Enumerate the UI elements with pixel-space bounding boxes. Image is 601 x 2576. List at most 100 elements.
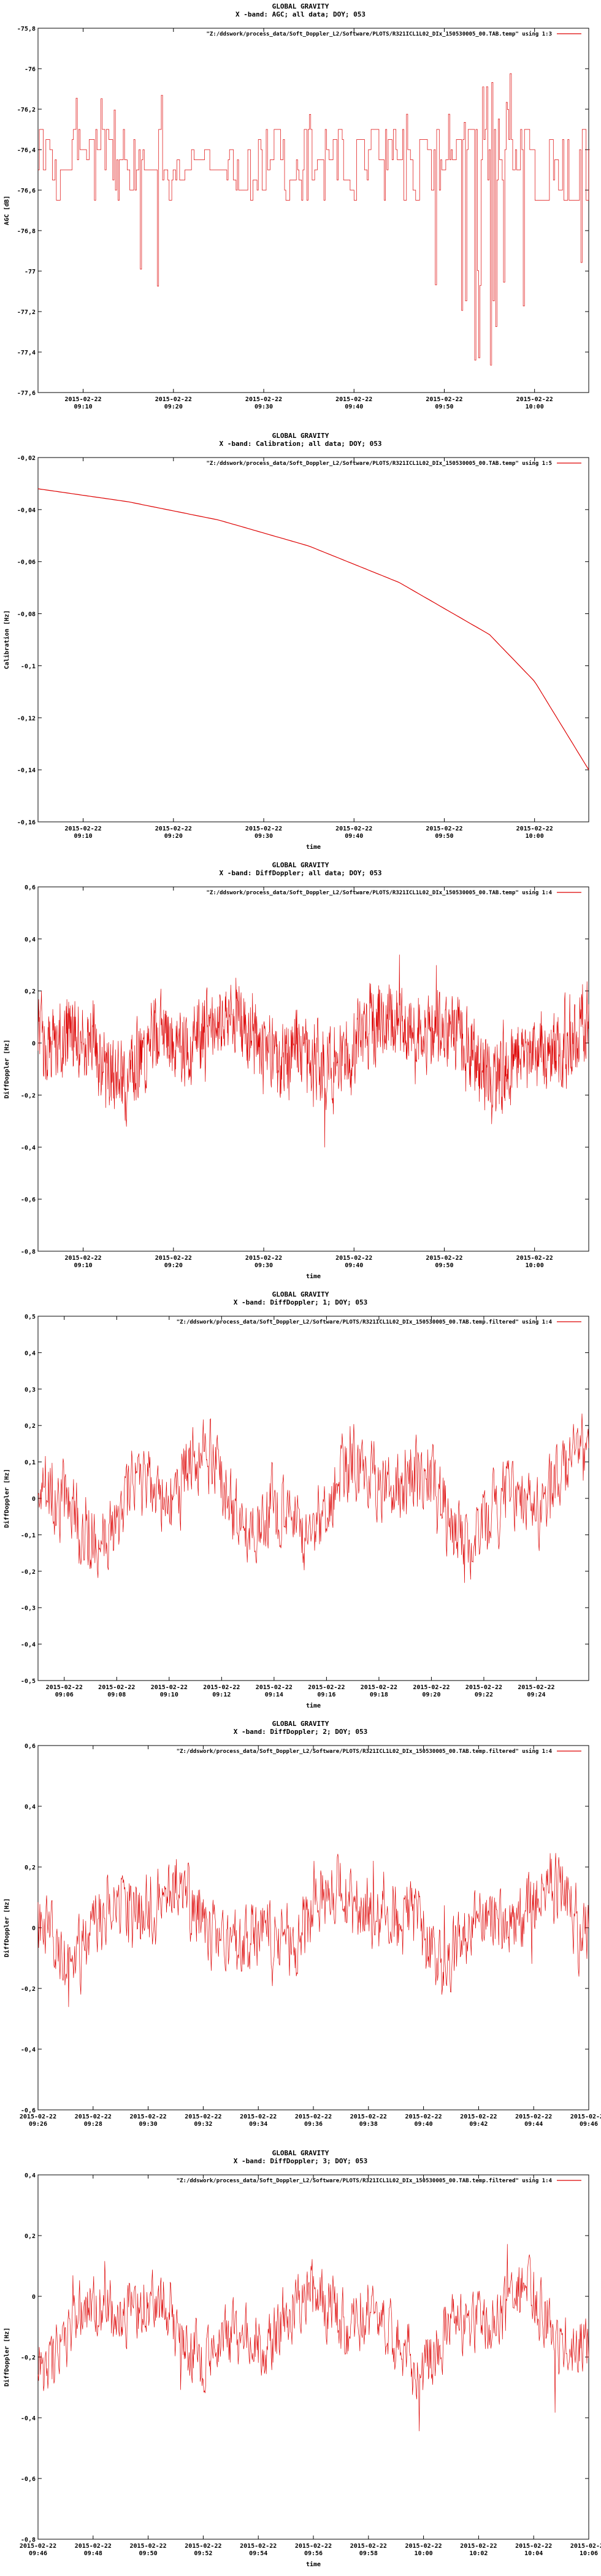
x-tick-time: 09:10 bbox=[160, 1692, 178, 1698]
x-tick-time: 09:40 bbox=[415, 2121, 433, 2128]
x-tick-time: 09:40 bbox=[345, 833, 363, 840]
x-tick-date: 2015-02-22 bbox=[426, 1255, 462, 1262]
y-tick-label: 0 bbox=[32, 1496, 36, 1503]
x-tick-date: 2015-02-22 bbox=[361, 1684, 397, 1691]
y-tick-label: 0 bbox=[32, 1925, 36, 1932]
x-axis-label: time bbox=[306, 1273, 321, 1280]
chart-panel-5: GLOBAL GRAVITY X -band: DiffDoppler; 2; D… bbox=[0, 1717, 601, 2147]
x-tick-time: 09:40 bbox=[345, 1262, 363, 1269]
x-tick-date: 2015-02-22 bbox=[129, 2114, 166, 2120]
x-tick-time: 10:00 bbox=[526, 404, 544, 410]
x-tick-date: 2015-02-22 bbox=[426, 396, 462, 403]
chart-panel-6: GLOBAL GRAVITY X -band: DiffDoppler; 3; D… bbox=[0, 2147, 601, 2576]
y-tick-label: 0,4 bbox=[25, 2172, 36, 2179]
x-tick-time: 09:12 bbox=[212, 1692, 231, 1698]
series-line bbox=[37, 1413, 589, 1583]
x-tick-date: 2015-02-22 bbox=[64, 826, 101, 832]
y-tick-label: -0,12 bbox=[17, 715, 36, 722]
x-axis-label: time bbox=[306, 843, 321, 851]
y-tick-label: 0,1 bbox=[25, 1460, 36, 1466]
x-tick-date: 2015-02-22 bbox=[240, 2114, 277, 2120]
x-tick-date: 2015-02-22 bbox=[75, 2114, 112, 2120]
y-tick-label: 0,2 bbox=[25, 2233, 36, 2240]
x-tick-time: 09:16 bbox=[317, 1692, 335, 1698]
x-axis-label: time bbox=[306, 2561, 321, 2568]
chart-subtitle: X -band: DiffDoppler; 1; DOY; 053 bbox=[234, 1298, 368, 1306]
x-tick-date: 2015-02-22 bbox=[155, 826, 192, 832]
x-tick-time: 09:34 bbox=[249, 2121, 267, 2128]
x-tick-date: 2015-02-22 bbox=[75, 2543, 112, 2550]
chart-title: GLOBAL GRAVITY bbox=[272, 432, 329, 440]
x-tick-time: 10:00 bbox=[415, 2550, 433, 2557]
x-tick-time: 09:46 bbox=[29, 2550, 47, 2557]
y-tick-label: -0,1 bbox=[21, 1532, 36, 1539]
x-tick-date: 2015-02-22 bbox=[515, 2543, 552, 2550]
y-tick-label: 0,2 bbox=[25, 989, 36, 995]
x-tick-time: 09:42 bbox=[469, 2121, 488, 2128]
x-tick-date: 2015-02-22 bbox=[185, 2114, 221, 2120]
x-tick-time: 09:38 bbox=[359, 2121, 378, 2128]
y-tick-label: -0,6 bbox=[21, 2476, 36, 2483]
x-tick-date: 2015-02-22 bbox=[151, 1684, 188, 1691]
y-tick-label: 0,6 bbox=[25, 884, 36, 891]
x-tick-time: 09:30 bbox=[255, 1262, 273, 1269]
chart-subtitle: X -band: Calibration; all data; DOY; 053 bbox=[220, 440, 382, 448]
x-tick-time: 10:00 bbox=[526, 1262, 544, 1269]
y-tick-label: -0,2 bbox=[21, 1092, 36, 1099]
y-axis-label: DiffDoppler [Hz] bbox=[3, 1898, 10, 1957]
y-tick-label: -0,2 bbox=[21, 1569, 36, 1576]
y-tick-label: -0,2 bbox=[21, 2355, 36, 2361]
y-tick-label: -0,8 bbox=[21, 2537, 36, 2543]
chart-title: GLOBAL GRAVITY bbox=[272, 1290, 329, 1298]
x-tick-time: 09:10 bbox=[74, 1262, 93, 1269]
y-tick-label: -0,6 bbox=[21, 1197, 36, 1203]
x-tick-time: 09:52 bbox=[194, 2550, 212, 2557]
y-tick-label: 0,2 bbox=[25, 1423, 36, 1430]
y-tick-label: 0 bbox=[32, 2294, 36, 2301]
x-tick-date: 2015-02-22 bbox=[465, 1684, 502, 1691]
y-axis-label: DiffDoppler [Hz] bbox=[3, 1469, 10, 1528]
chart-title: GLOBAL GRAVITY bbox=[272, 2, 329, 10]
x-tick-date: 2015-02-22 bbox=[20, 2543, 56, 2550]
x-tick-date: 2015-02-22 bbox=[308, 1684, 345, 1691]
y-tick-label: -0,04 bbox=[17, 507, 36, 514]
y-tick-label: -76,4 bbox=[17, 147, 36, 154]
legend-label: "Z:/ddswork/process_data/Soft_Doppler_L2… bbox=[206, 889, 552, 896]
x-tick-date: 2015-02-22 bbox=[460, 2114, 497, 2120]
y-tick-label: -0,4 bbox=[21, 1642, 36, 1649]
y-tick-label: -77,6 bbox=[17, 390, 36, 397]
x-tick-time: 09:50 bbox=[435, 833, 453, 840]
x-tick-time: 09:20 bbox=[422, 1692, 440, 1698]
x-tick-time: 09:56 bbox=[304, 2550, 323, 2557]
x-tick-date: 2015-02-22 bbox=[245, 826, 282, 832]
y-tick-label: -0,02 bbox=[17, 455, 36, 462]
plot-frame bbox=[37, 886, 589, 1252]
legend-label: "Z:/ddswork/process_data/Soft_Doppler_L2… bbox=[177, 1748, 553, 1755]
x-tick-time: 09:20 bbox=[164, 1262, 183, 1269]
x-tick-date: 2015-02-22 bbox=[516, 396, 553, 403]
x-tick-time: 09:40 bbox=[345, 404, 363, 410]
x-tick-date: 2015-02-22 bbox=[295, 2114, 332, 2120]
y-axis-label: Calibration [Hz] bbox=[3, 610, 10, 669]
x-tick-date: 2015-02-22 bbox=[413, 1684, 450, 1691]
y-tick-label: 0,4 bbox=[25, 1804, 36, 1811]
legend-label: "Z:/ddswork/process_data/Soft_Doppler_L2… bbox=[177, 2177, 553, 2184]
x-tick-date: 2015-02-22 bbox=[570, 2543, 601, 2550]
x-tick-time: 09:20 bbox=[164, 833, 183, 840]
x-tick-time: 10:02 bbox=[469, 2550, 488, 2557]
y-tick-label: 0,2 bbox=[25, 1865, 36, 1871]
x-tick-time: 09:36 bbox=[304, 2121, 323, 2128]
x-tick-time: 09:32 bbox=[194, 2121, 212, 2128]
y-axis-label: AGC [dB] bbox=[4, 196, 10, 225]
x-tick-date: 2015-02-22 bbox=[98, 1684, 135, 1691]
x-axis-label: time bbox=[306, 1702, 321, 1709]
chart-title: GLOBAL GRAVITY bbox=[272, 861, 329, 869]
x-tick-date: 2015-02-22 bbox=[516, 1255, 553, 1262]
y-tick-label: 0,6 bbox=[25, 1743, 36, 1750]
x-tick-date: 2015-02-22 bbox=[350, 2543, 387, 2550]
y-tick-label: 0,5 bbox=[25, 1314, 36, 1321]
x-tick-date: 2015-02-22 bbox=[350, 2114, 387, 2120]
y-tick-label: 0,4 bbox=[25, 937, 36, 943]
